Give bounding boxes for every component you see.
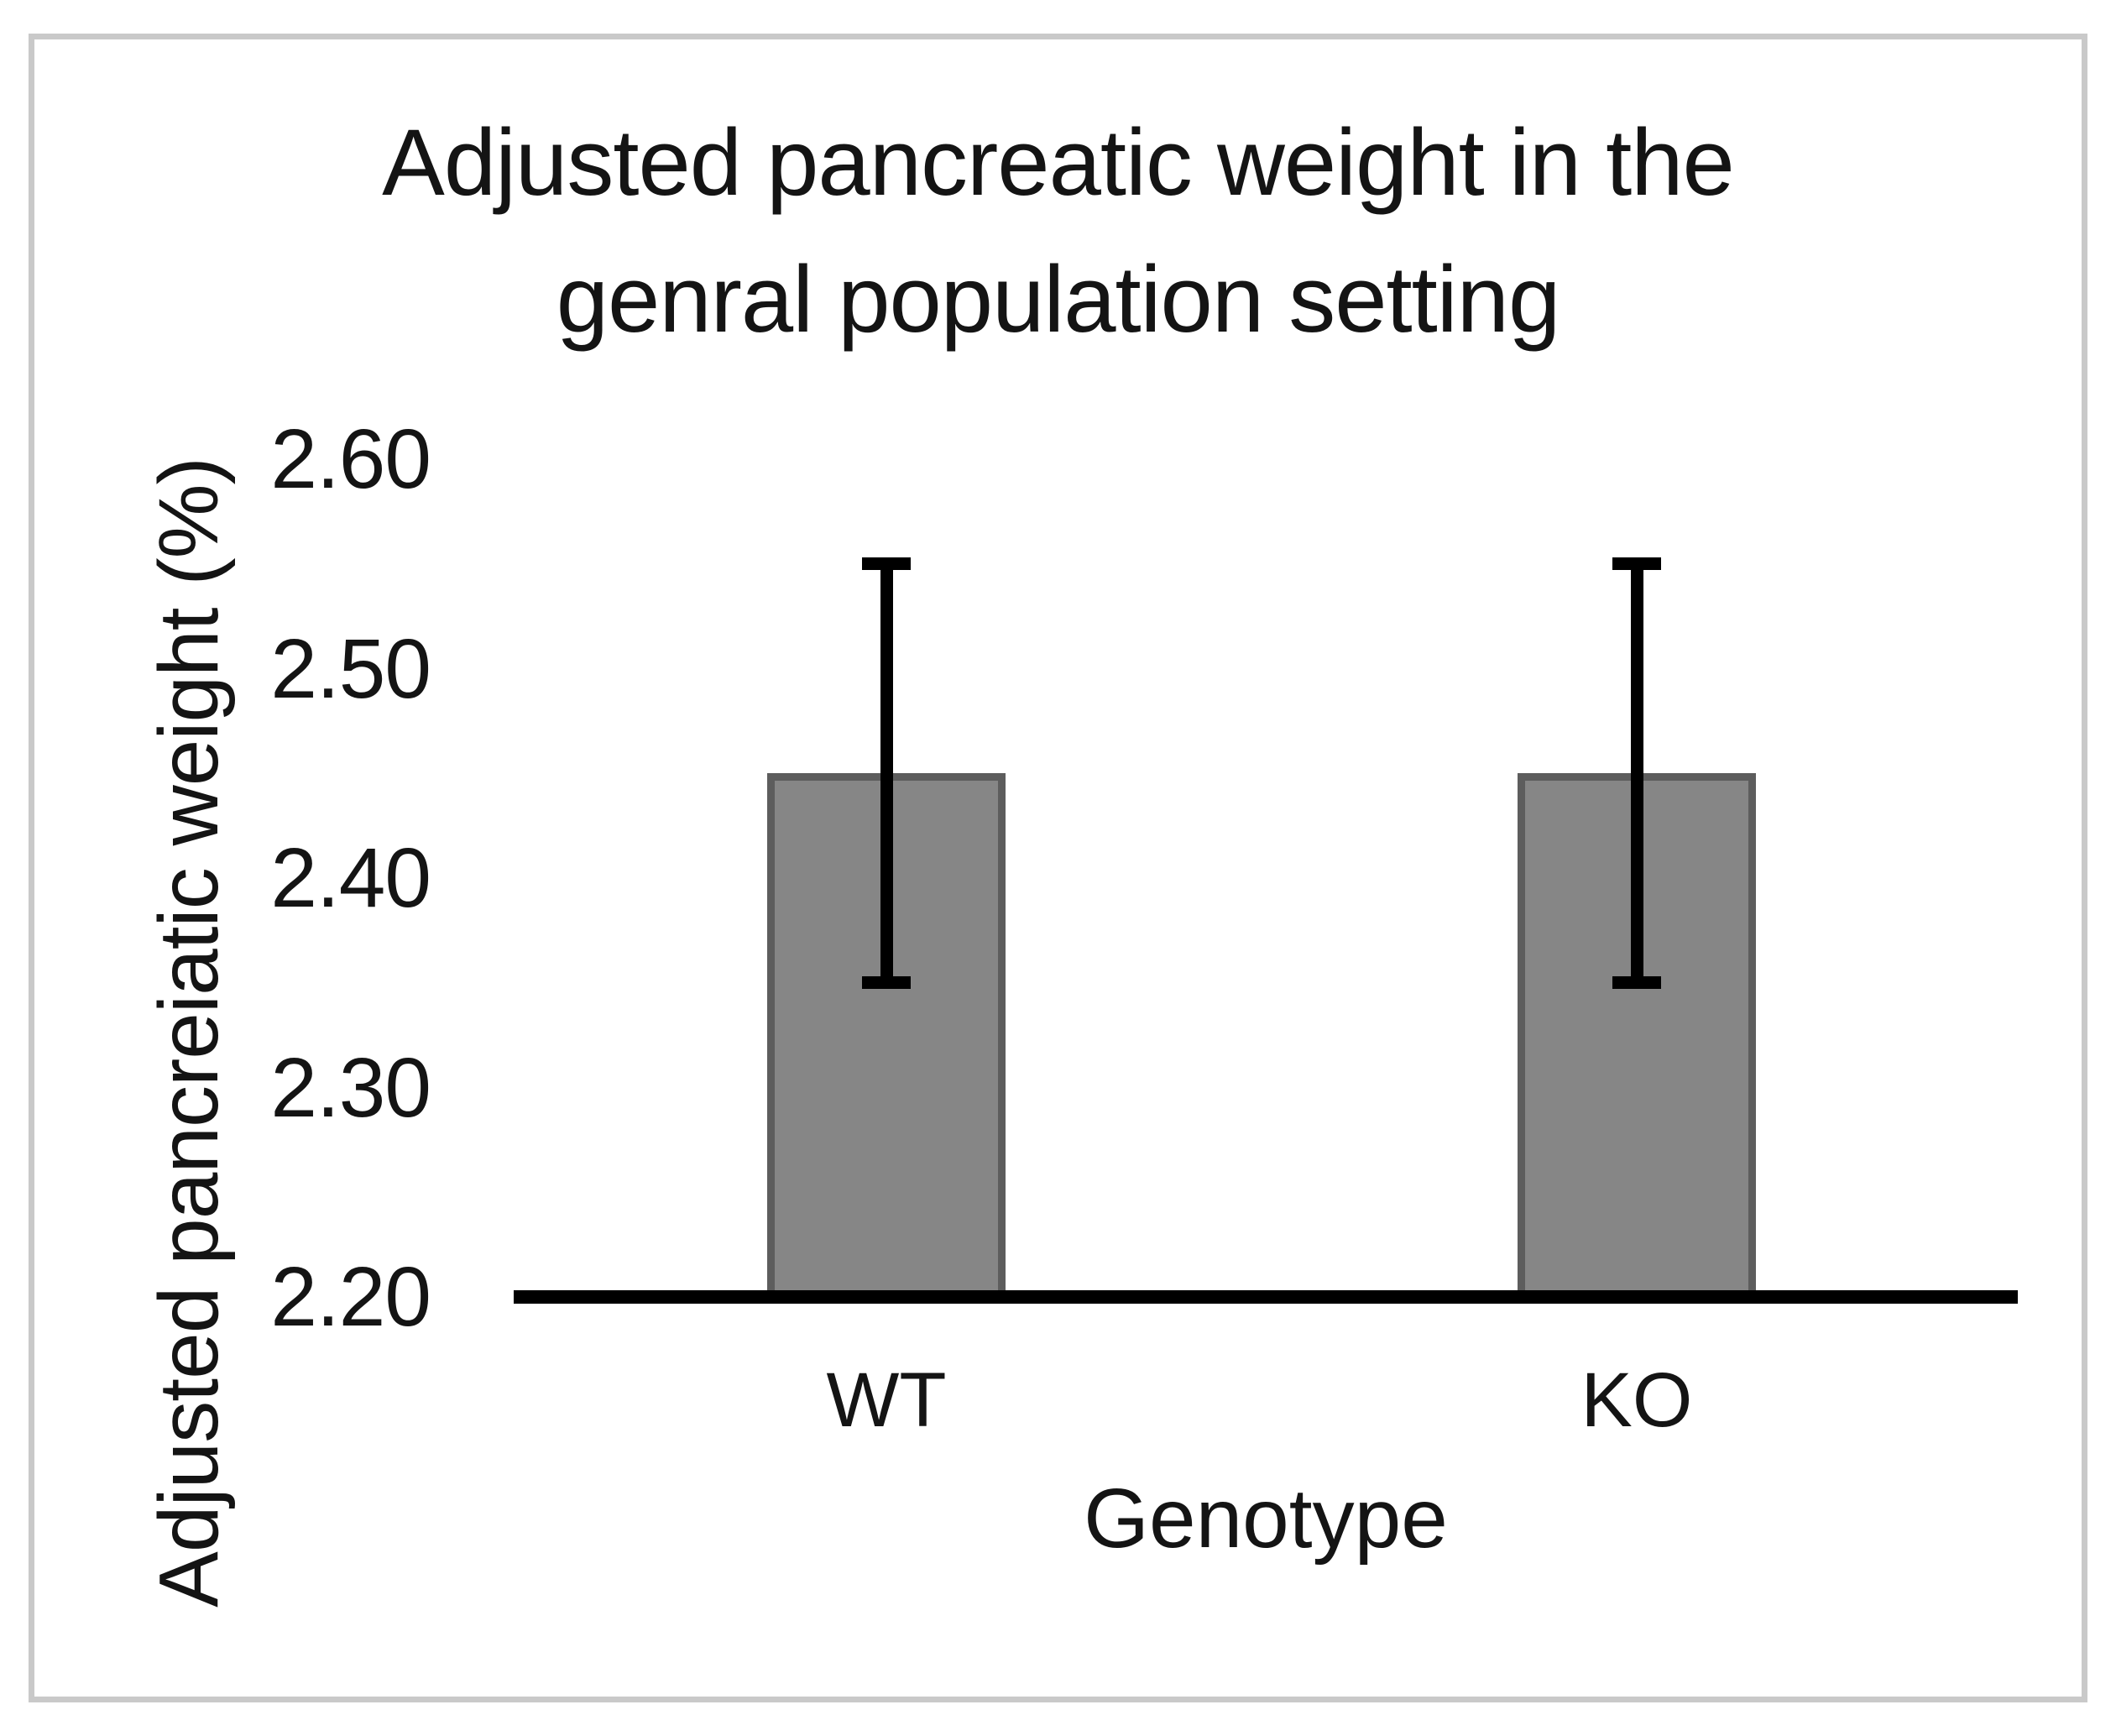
category-label-ko: KO — [1580, 1357, 1693, 1443]
y-tick-label: 2.40 — [270, 831, 431, 925]
error-bar-cap-top — [1612, 557, 1661, 571]
chart-title-line1: Adjusted pancreatic weight in the — [382, 110, 1735, 215]
chart-title-line2: genral population setting — [556, 247, 1560, 352]
y-tick-label: 2.30 — [270, 1040, 431, 1135]
x-axis-line — [514, 1290, 2018, 1304]
y-tick-label: 2.20 — [270, 1250, 431, 1344]
error-bar-cap-bottom — [1612, 976, 1661, 990]
y-tick-label: 2.50 — [270, 621, 431, 716]
y-tick-label: 2.60 — [270, 412, 431, 506]
error-bar-cap-top — [862, 557, 911, 571]
error-bar-cap-bottom — [862, 976, 911, 990]
chart-title: Adjusted pancreatic weight in the genral… — [0, 94, 2116, 368]
error-bar-line — [880, 563, 893, 983]
category-label-wt: WT — [826, 1357, 947, 1443]
error-bar-line — [1630, 563, 1643, 983]
x-axis-label: Genotype — [1084, 1472, 1448, 1566]
y-axis-label: Adjusted pancreiatic weight (%) — [142, 458, 236, 1608]
